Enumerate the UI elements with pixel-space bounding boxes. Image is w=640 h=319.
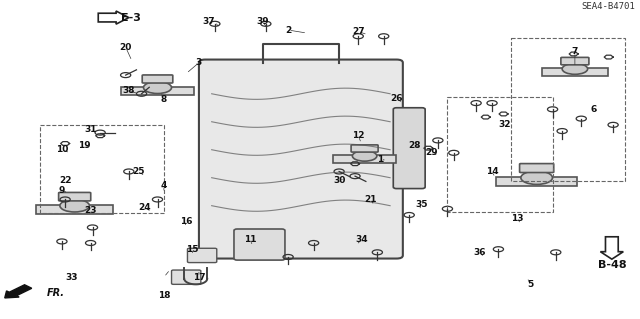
FancyBboxPatch shape <box>333 155 396 163</box>
Text: 4: 4 <box>161 181 167 190</box>
Text: 35: 35 <box>416 200 428 209</box>
Text: SEA4-B4701: SEA4-B4701 <box>582 2 636 11</box>
Text: 9: 9 <box>59 186 65 195</box>
Ellipse shape <box>562 63 588 74</box>
Text: 29: 29 <box>425 148 438 157</box>
Text: 12: 12 <box>352 131 365 140</box>
Text: 8: 8 <box>161 95 167 105</box>
Text: 11: 11 <box>244 235 256 244</box>
Text: 30: 30 <box>333 176 346 185</box>
FancyBboxPatch shape <box>394 108 425 189</box>
Text: 21: 21 <box>365 195 377 204</box>
Text: 3: 3 <box>196 58 202 67</box>
FancyBboxPatch shape <box>121 87 194 95</box>
Bar <box>447 97 552 212</box>
Text: 23: 23 <box>84 206 97 215</box>
Text: 19: 19 <box>78 141 90 150</box>
Ellipse shape <box>353 151 377 161</box>
Bar <box>511 38 625 181</box>
Text: 28: 28 <box>408 141 420 150</box>
Text: E-3: E-3 <box>121 12 141 23</box>
Ellipse shape <box>521 171 552 184</box>
Ellipse shape <box>60 199 90 212</box>
Text: 14: 14 <box>486 167 499 176</box>
Text: 36: 36 <box>473 248 486 257</box>
FancyBboxPatch shape <box>199 60 403 258</box>
Text: 16: 16 <box>180 217 193 226</box>
FancyBboxPatch shape <box>188 248 217 263</box>
FancyBboxPatch shape <box>234 229 285 260</box>
Text: B-48: B-48 <box>598 260 626 270</box>
Text: 38: 38 <box>123 86 135 95</box>
Text: 34: 34 <box>355 235 368 244</box>
Text: 18: 18 <box>157 291 170 300</box>
Text: 20: 20 <box>120 43 132 52</box>
Text: FR.: FR. <box>47 288 65 298</box>
FancyArrow shape <box>4 285 32 298</box>
FancyArrow shape <box>99 11 129 24</box>
FancyBboxPatch shape <box>142 75 173 83</box>
Text: 15: 15 <box>186 245 199 254</box>
Text: 10: 10 <box>56 145 68 154</box>
FancyArrow shape <box>600 237 623 259</box>
Text: 27: 27 <box>352 27 365 36</box>
Text: 5: 5 <box>527 280 533 289</box>
FancyBboxPatch shape <box>520 164 554 173</box>
Text: 6: 6 <box>591 105 597 114</box>
FancyBboxPatch shape <box>541 68 608 76</box>
Bar <box>40 125 164 213</box>
Text: 2: 2 <box>285 26 291 34</box>
Text: 24: 24 <box>138 203 151 212</box>
Ellipse shape <box>143 82 172 93</box>
Text: 39: 39 <box>257 17 269 26</box>
Text: 37: 37 <box>202 17 215 26</box>
Text: 26: 26 <box>390 94 403 103</box>
Text: 32: 32 <box>499 120 511 129</box>
Text: 33: 33 <box>65 273 77 282</box>
Text: 1: 1 <box>378 154 383 164</box>
Text: 17: 17 <box>193 273 205 282</box>
FancyBboxPatch shape <box>172 270 201 284</box>
Text: 7: 7 <box>572 47 578 56</box>
Text: 13: 13 <box>511 214 524 223</box>
FancyBboxPatch shape <box>561 57 589 65</box>
Text: 22: 22 <box>59 176 72 185</box>
FancyBboxPatch shape <box>351 145 378 152</box>
FancyBboxPatch shape <box>496 177 577 186</box>
Text: 31: 31 <box>84 125 97 134</box>
FancyBboxPatch shape <box>36 205 113 213</box>
FancyBboxPatch shape <box>59 192 91 201</box>
Text: 25: 25 <box>132 167 145 176</box>
